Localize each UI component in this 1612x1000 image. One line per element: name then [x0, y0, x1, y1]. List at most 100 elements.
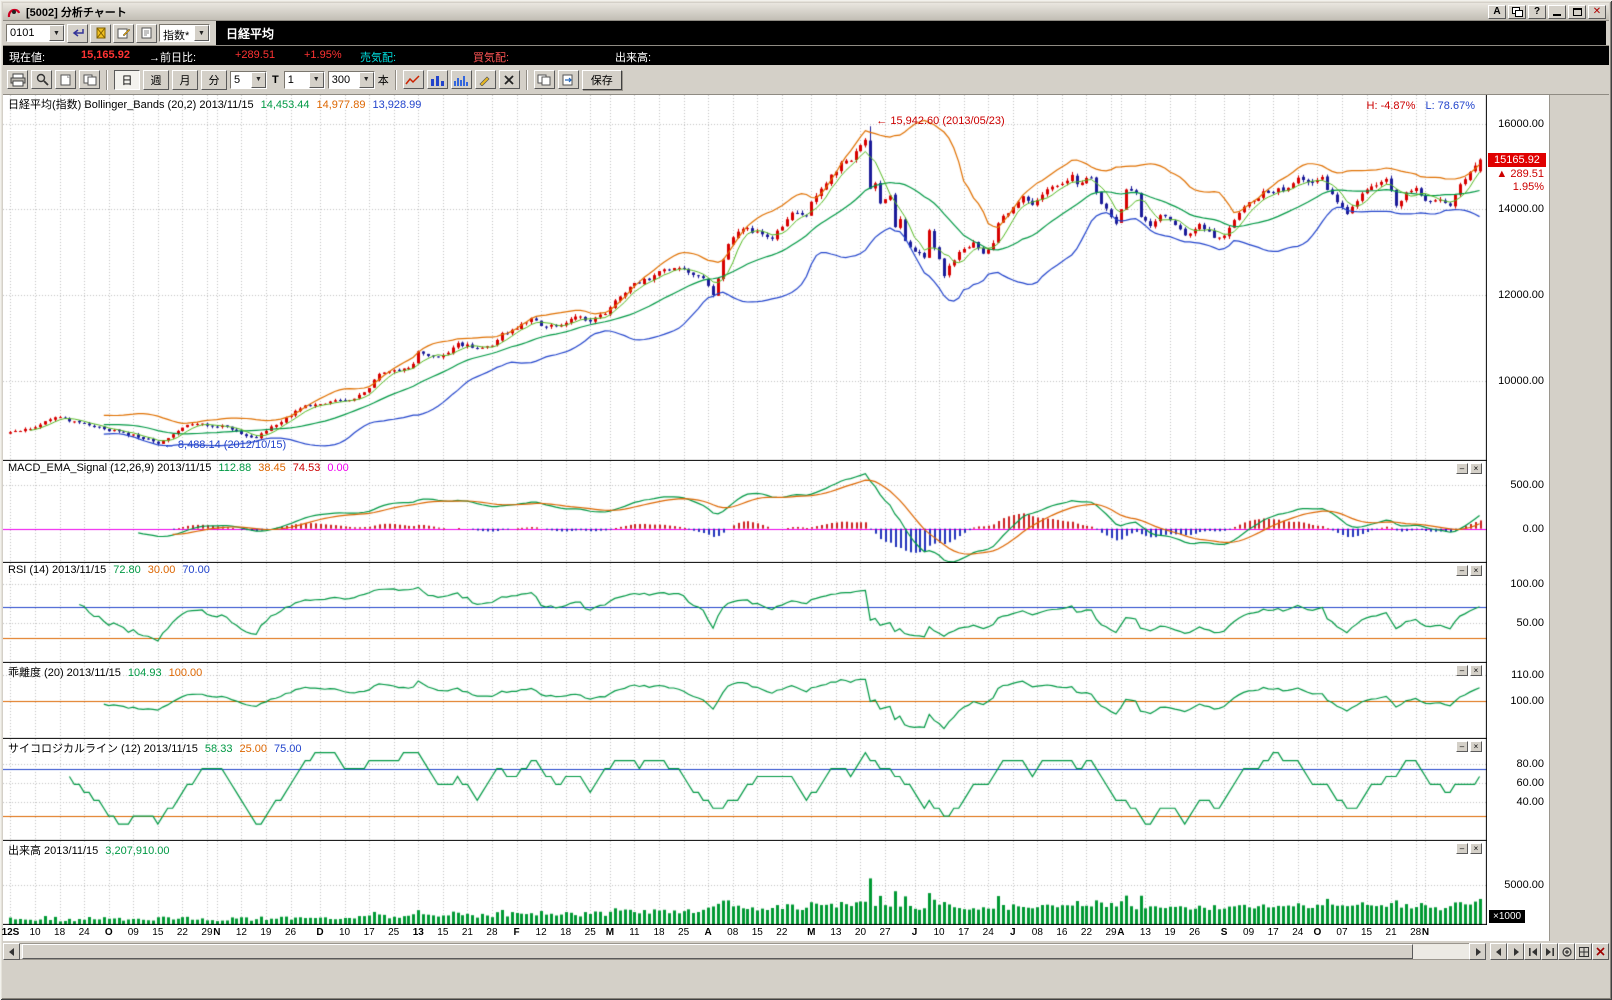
period-month-button[interactable]: 月	[172, 69, 198, 90]
x-axis-tick-label: 15	[152, 927, 164, 938]
symbol-code-dropdown-button[interactable]: ▼	[49, 25, 64, 41]
save-button[interactable]: 保存	[581, 69, 622, 90]
step-forward-button[interactable]	[1507, 943, 1524, 960]
period-week-button[interactable]: 週	[143, 69, 169, 90]
close-button[interactable]: ✕	[1588, 4, 1606, 19]
category-dropdown-button[interactable]: ▼	[194, 25, 209, 41]
panel-close-button[interactable]: ×	[1470, 565, 1482, 576]
x-axis-tick-label: O	[1313, 927, 1322, 938]
kairi-chart-canvas[interactable]	[3, 663, 1487, 739]
price-change-percent-label: 1.95%	[1512, 180, 1544, 193]
new-chart-button[interactable]	[55, 70, 76, 89]
x-axis-tick-label: 20	[854, 927, 867, 938]
psych-chart-canvas[interactable]	[3, 739, 1487, 841]
scrollbar-thumb[interactable]	[22, 944, 1414, 959]
label-volume: 出来高:	[615, 52, 652, 64]
price-chart-canvas[interactable]	[3, 95, 1487, 461]
x-axis-tick-label: 26	[1189, 927, 1201, 938]
y-axis-tick-label: 100.00	[1510, 577, 1544, 590]
font-size-button[interactable]: A	[1488, 4, 1506, 19]
layout-button[interactable]	[1508, 4, 1526, 19]
new-page-icon	[60, 74, 70, 85]
clear-button[interactable]	[136, 23, 157, 43]
label-change: →前日比:	[149, 52, 197, 64]
line-chart-button[interactable]	[402, 70, 424, 89]
copy-page-icon	[83, 74, 96, 85]
panel-close-button[interactable]: ×	[1470, 843, 1482, 854]
panel-controls: – ×	[1456, 565, 1482, 576]
histogram-button[interactable]	[450, 70, 472, 89]
step-back-button[interactable]	[1490, 943, 1507, 960]
change-percent: +1.95%	[304, 49, 342, 61]
rsi-chart-canvas[interactable]	[3, 563, 1487, 663]
panel-close-button[interactable]: ×	[1470, 463, 1482, 474]
zoom-in-button[interactable]	[1558, 943, 1575, 960]
window-title: [5002] 分析チャート	[26, 6, 127, 19]
copy-image-button[interactable]	[533, 70, 555, 89]
chart-panel-rsi: RSI (14) 2013/11/15 72.80 30.00 70.00– ×	[3, 563, 1487, 663]
panel-minimize-button[interactable]: –	[1456, 565, 1468, 576]
x-axis-tick-label: 10	[29, 927, 41, 938]
close-panel-button[interactable]	[1592, 943, 1609, 960]
export-button[interactable]	[557, 70, 579, 89]
unit-dropdown-button[interactable]: ▼	[308, 71, 324, 88]
minimize-button[interactable]	[1548, 4, 1566, 19]
x-axis-tick-label: M	[807, 927, 816, 938]
bar-chart-icon	[431, 75, 445, 86]
quote-bar: 現在値: 15,165.92 →前日比: +289.51 +1.95% 売気配:…	[3, 46, 1609, 65]
panel-minimize-button[interactable]: –	[1456, 741, 1468, 752]
page-icon	[141, 27, 151, 39]
jump-end-button[interactable]	[1541, 943, 1558, 960]
x-axis-tick-label: 18	[653, 927, 665, 938]
interval-dropdown-button[interactable]: ▼	[251, 71, 266, 88]
panel-close-button[interactable]: ×	[1470, 665, 1482, 676]
x-axis-tick-label: 09	[1243, 927, 1255, 938]
panel-controls: – ×	[1456, 843, 1482, 854]
edit-list-button[interactable]	[113, 23, 134, 43]
x-axis-tick-label: 21	[461, 927, 473, 938]
toolbar-separator	[394, 69, 397, 90]
apply-code-button[interactable]	[67, 23, 88, 43]
duplicate-chart-button[interactable]	[79, 70, 100, 89]
delete-drawing-button[interactable]	[498, 70, 520, 89]
x-axis-tick-label: 19	[1164, 927, 1176, 938]
bar-count-dropdown-button[interactable]: ▼	[358, 71, 374, 88]
x-axis-tick-label: D	[316, 927, 324, 938]
panel-minimize-button[interactable]: –	[1456, 843, 1468, 854]
x-axis-tick-label: 07	[1336, 927, 1348, 938]
maximize-button[interactable]	[1568, 4, 1586, 19]
x-axis-tick-label: 28	[1410, 927, 1422, 938]
y-axis-tick-label: 40.00	[1516, 795, 1544, 808]
copy-icon	[537, 74, 551, 85]
zoom-button[interactable]	[31, 70, 52, 89]
panel-close-button[interactable]: ×	[1470, 741, 1482, 752]
symbol-code-input[interactable]	[7, 25, 49, 41]
x-axis-tick-label: 15	[1360, 927, 1373, 938]
pencil-tool-button[interactable]	[474, 70, 496, 89]
jump-start-button[interactable]	[1524, 943, 1541, 960]
help-button[interactable]: ?	[1528, 4, 1546, 19]
scroll-right-button[interactable]	[1469, 943, 1486, 960]
interval-combo: 5 ▼	[230, 70, 267, 89]
scroll-left-button[interactable]	[3, 943, 20, 960]
period-minute-button[interactable]: 分	[201, 69, 227, 90]
scrollbar-track[interactable]	[20, 943, 1469, 960]
y-axis-tick-label: 60.00	[1516, 776, 1544, 789]
x-axis-tick-label: 12	[235, 927, 247, 938]
print-button[interactable]	[7, 70, 28, 89]
pencil-icon	[479, 76, 490, 86]
macd-chart-canvas[interactable]	[3, 461, 1487, 563]
panel-controls: – ×	[1456, 463, 1482, 474]
period-day-button[interactable]: 日	[114, 69, 140, 90]
volume-chart-canvas[interactable]	[3, 841, 1487, 925]
chart-panel-kairi: 乖離度 (20) 2013/11/15 104.93 100.00– ×	[3, 663, 1487, 739]
x-axis-tick-label: 17	[958, 927, 970, 938]
grid-toggle-button[interactable]	[1575, 943, 1592, 960]
x-axis-tick-label: 19	[260, 927, 272, 938]
favorites-button[interactable]	[90, 23, 111, 43]
bar-chart-button[interactable]	[426, 70, 448, 89]
panel-minimize-button[interactable]: –	[1456, 665, 1468, 676]
right-filler	[1549, 95, 1609, 941]
panel-minimize-button[interactable]: –	[1456, 463, 1468, 474]
